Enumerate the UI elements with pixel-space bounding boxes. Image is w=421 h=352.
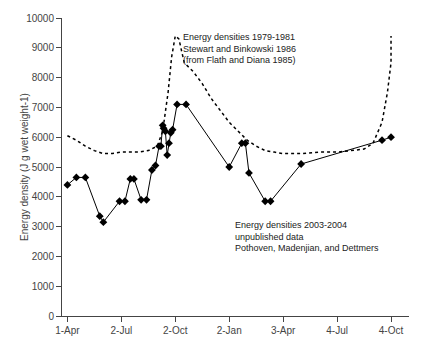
svg-text:4000: 4000 bbox=[32, 191, 55, 202]
svg-text:8000: 8000 bbox=[32, 72, 55, 83]
svg-text:2-Jul: 2-Jul bbox=[110, 325, 132, 336]
svg-text:2-Oct: 2-Oct bbox=[163, 325, 188, 336]
svg-text:10000: 10000 bbox=[26, 13, 54, 24]
svg-text:1000: 1000 bbox=[32, 281, 55, 292]
svg-text:3000: 3000 bbox=[32, 221, 55, 232]
svg-text:Energy densities 1979-1981Stew: Energy densities 1979-1981Stewart and Bi… bbox=[183, 32, 296, 65]
svg-text:1-Apr: 1-Apr bbox=[55, 325, 80, 336]
svg-text:7000: 7000 bbox=[32, 102, 55, 113]
svg-text:Energy density (J g wet weight: Energy density (J g wet weight-1) bbox=[19, 93, 30, 241]
svg-text:3-Apr: 3-Apr bbox=[271, 325, 296, 336]
svg-text:0: 0 bbox=[48, 311, 54, 322]
svg-text:5000: 5000 bbox=[32, 162, 55, 173]
svg-text:6000: 6000 bbox=[32, 132, 55, 143]
svg-text:Energy densities 2003-2004unpu: Energy densities 2003-2004unpublished da… bbox=[235, 220, 379, 253]
svg-text:4-Jul: 4-Jul bbox=[326, 325, 348, 336]
svg-text:9000: 9000 bbox=[32, 42, 55, 53]
svg-text:2-Jan: 2-Jan bbox=[217, 325, 242, 336]
svg-text:2000: 2000 bbox=[32, 251, 55, 262]
svg-text:4-Oct: 4-Oct bbox=[379, 325, 404, 336]
